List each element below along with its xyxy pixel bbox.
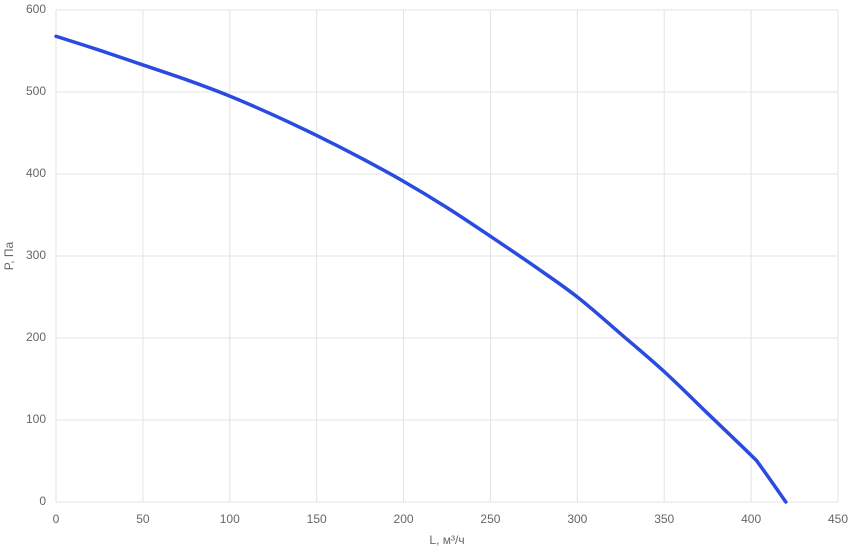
y-tick-label: 400 <box>26 166 46 180</box>
x-tick-label: 50 <box>136 512 150 526</box>
x-axis-label: L, м³/ч <box>429 533 464 547</box>
x-tick-label: 100 <box>220 512 240 526</box>
x-tick-label: 300 <box>567 512 587 526</box>
x-tick-label: 0 <box>53 512 60 526</box>
curve <box>54 34 788 504</box>
y-tick-label: 200 <box>26 330 46 344</box>
y-axis-label: P, Па <box>2 241 16 270</box>
y-tick-label: 600 <box>26 2 46 16</box>
x-tick-label: 200 <box>394 512 414 526</box>
y-tick-label: 300 <box>26 248 46 262</box>
x-tick-label: 250 <box>480 512 500 526</box>
y-tick-label: 0 <box>39 494 46 508</box>
x-tick-label: 150 <box>307 512 327 526</box>
x-tick-label: 350 <box>654 512 674 526</box>
x-tick-label: 450 <box>828 512 848 526</box>
y-tick-label: 500 <box>26 84 46 98</box>
x-tick-label: 400 <box>741 512 761 526</box>
y-tick-label: 100 <box>26 412 46 426</box>
